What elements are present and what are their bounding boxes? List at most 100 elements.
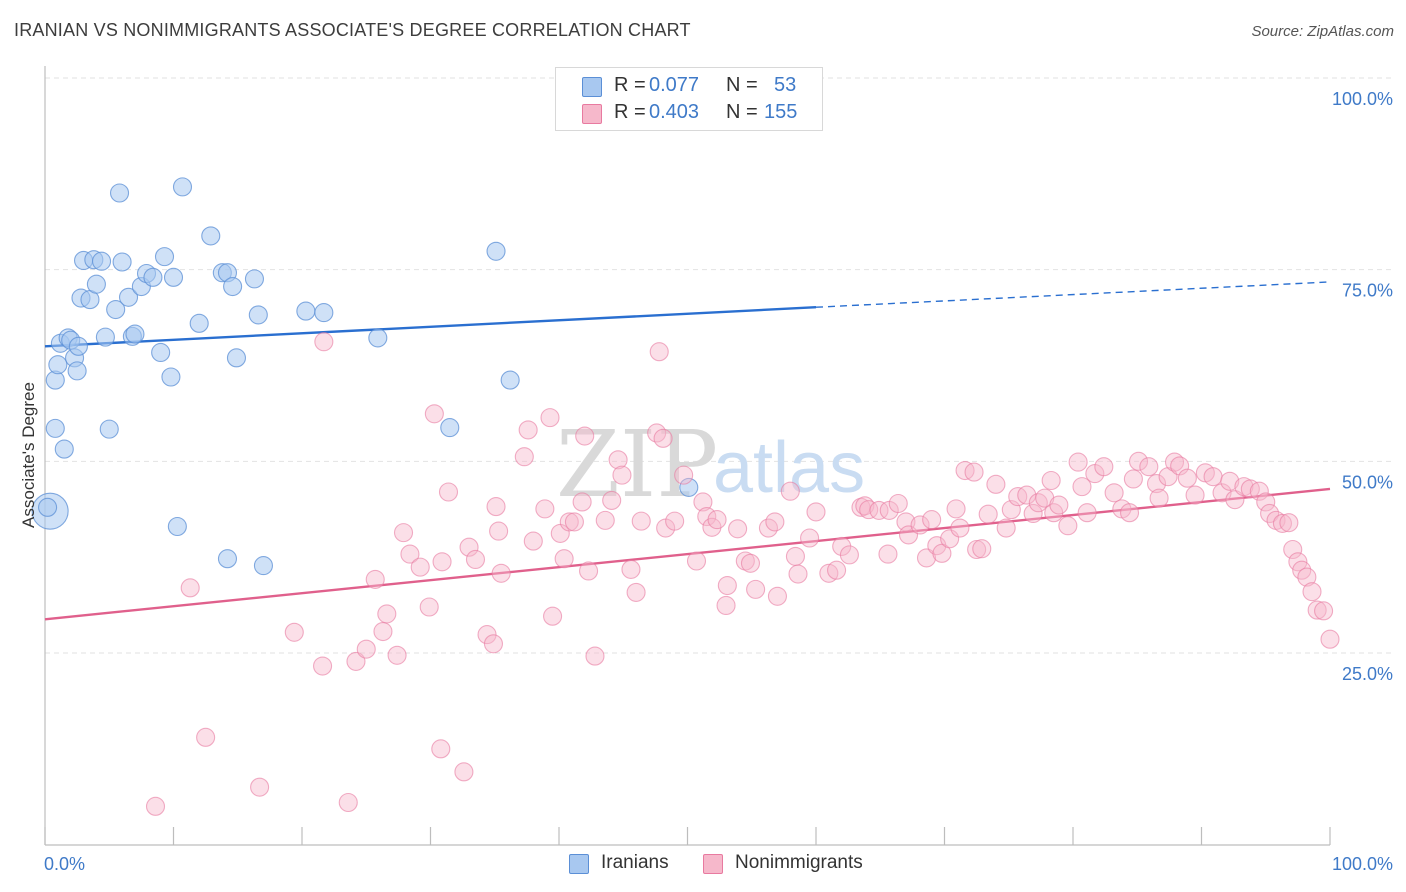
data-point-nonimmigrants [839,545,859,565]
axis-labels: 100.0% 75.0% 50.0% 25.0% 0.0% 100.0% Associate… [19,89,1393,874]
y-axis-title: Associate's Degree [19,382,38,528]
data-point-iranians [106,299,126,320]
data-point-nonimmigrants [1068,452,1088,472]
correlation-legend: R = 0.077 N = 53 R = 0.403 N = 155 [555,67,823,131]
data-point-nonimmigrants [1139,457,1159,477]
data-point-nonimmigrants [595,510,615,530]
data-point-nonimmigrants [365,569,385,589]
data-point-nonimmigrants [972,539,992,559]
data-point-nonimmigrants [483,634,504,654]
data-point-nonimmigrants [540,408,560,428]
legend-n-label: N = [726,101,758,123]
data-point-nonimmigrants [806,502,826,522]
x-tick-label: 100.0% [1332,854,1393,874]
data-point-nonimmigrants [564,512,584,532]
data-point-iranians [38,497,58,517]
data-point-nonimmigrants [1249,481,1269,501]
legend-n-value: 53 [774,74,797,96]
bottom-legend-label-nonimmigrants: Nonimmigrants [735,852,863,873]
data-point-nonimmigrants [1256,492,1276,512]
data-point-nonimmigrants [631,511,651,531]
legend-swatch-nonimmigrants [582,104,602,124]
data-point-nonimmigrants [518,420,538,440]
data-point-nonimmigrants [535,499,555,519]
data-point-iranians [244,269,265,289]
data-point-nonimmigrants [950,518,970,538]
data-point-nonimmigrants [653,428,673,448]
data-point-nonimmigrants [346,651,366,671]
data-point-nonimmigrants [575,426,595,446]
data-point-nonimmigrants [878,544,898,564]
data-point-iranians [172,177,193,197]
data-point-nonimmigrants [572,492,592,512]
data-point-nonimmigrants [1049,495,1069,515]
series-iranians [31,76,723,576]
data-point-iranians [226,348,247,368]
data-point-nonimmigrants [686,551,707,571]
data-point-iranians [45,418,65,438]
data-point-nonimmigrants [986,474,1006,494]
data-point-iranians [86,274,106,294]
data-point-iranians [99,419,119,439]
data-point-nonimmigrants [145,796,166,816]
data-point-nonimmigrants [1094,457,1114,477]
data-point-iranians [217,549,238,569]
data-point-nonimmigrants [649,342,669,362]
data-point-nonimmigrants [180,578,200,598]
legend-r-value: 0.403 [649,101,700,123]
bottom-legend-label-iranians: Iranians [601,852,669,873]
data-point-nonimmigrants [1149,488,1169,508]
data-point-iranians [500,370,520,390]
data-points [31,76,1340,816]
data-point-iranians [314,303,334,323]
data-point-iranians [54,439,74,459]
data-point-iranians [161,367,181,387]
data-point-nonimmigrants [800,528,820,548]
data-point-nonimmigrants [647,423,667,443]
data-point-iranians [68,336,88,356]
data-point-iranians [223,276,243,297]
watermark: ZIP atlas [556,411,865,518]
data-point-nonimmigrants [1279,513,1299,533]
data-point-iranians [296,301,316,321]
data-point-nonimmigrants [1297,567,1317,587]
data-point-iranians [112,252,132,272]
data-point-nonimmigrants [1185,485,1205,505]
data-point-nonimmigrants [996,518,1016,538]
data-point-nonimmigrants [765,512,785,532]
source-credit: Source: ZipAtlas.com [1251,23,1394,40]
y-tick-label: 50.0% [1342,472,1393,492]
trend-lines [44,281,1331,621]
data-point-iranians [253,556,274,576]
data-point-nonimmigrants [486,497,506,517]
data-point-iranians [48,355,68,375]
data-point-iranians [118,287,139,307]
data-point-nonimmigrants [373,621,393,642]
legend-row-iranians: R = 0.077 N = 53 [556,74,822,100]
data-point-iranians [163,267,184,287]
trend-line-iranians [44,306,817,348]
data-point-nonimmigrants [431,739,451,759]
data-point-nonimmigrants [967,539,987,560]
data-point-nonimmigrants [910,515,930,535]
data-point-nonimmigrants [767,586,788,606]
data-point-nonimmigrants [1272,513,1293,533]
x-tick-label: 0.0% [44,854,85,874]
data-point-nonimmigrants [740,553,761,573]
legend-n-value: 155 [764,101,798,123]
data-point-nonimmigrants [1203,467,1223,487]
legend-r-label: R = [614,101,646,123]
data-point-nonimmigrants [1220,471,1240,491]
data-point-nonimmigrants [400,544,420,564]
data-point-nonimmigrants [1146,474,1167,494]
data-point-nonimmigrants [1177,468,1197,488]
data-point-nonimmigrants [707,510,727,530]
data-point-nonimmigrants [523,531,543,551]
data-point-nonimmigrants [454,762,474,782]
data-point-nonimmigrants [785,546,805,566]
legend-swatch-iranians [582,77,602,97]
trend-line-nonimmigrants [44,487,1331,621]
data-point-nonimmigrants [859,500,879,520]
data-point-nonimmigrants [1164,452,1185,472]
